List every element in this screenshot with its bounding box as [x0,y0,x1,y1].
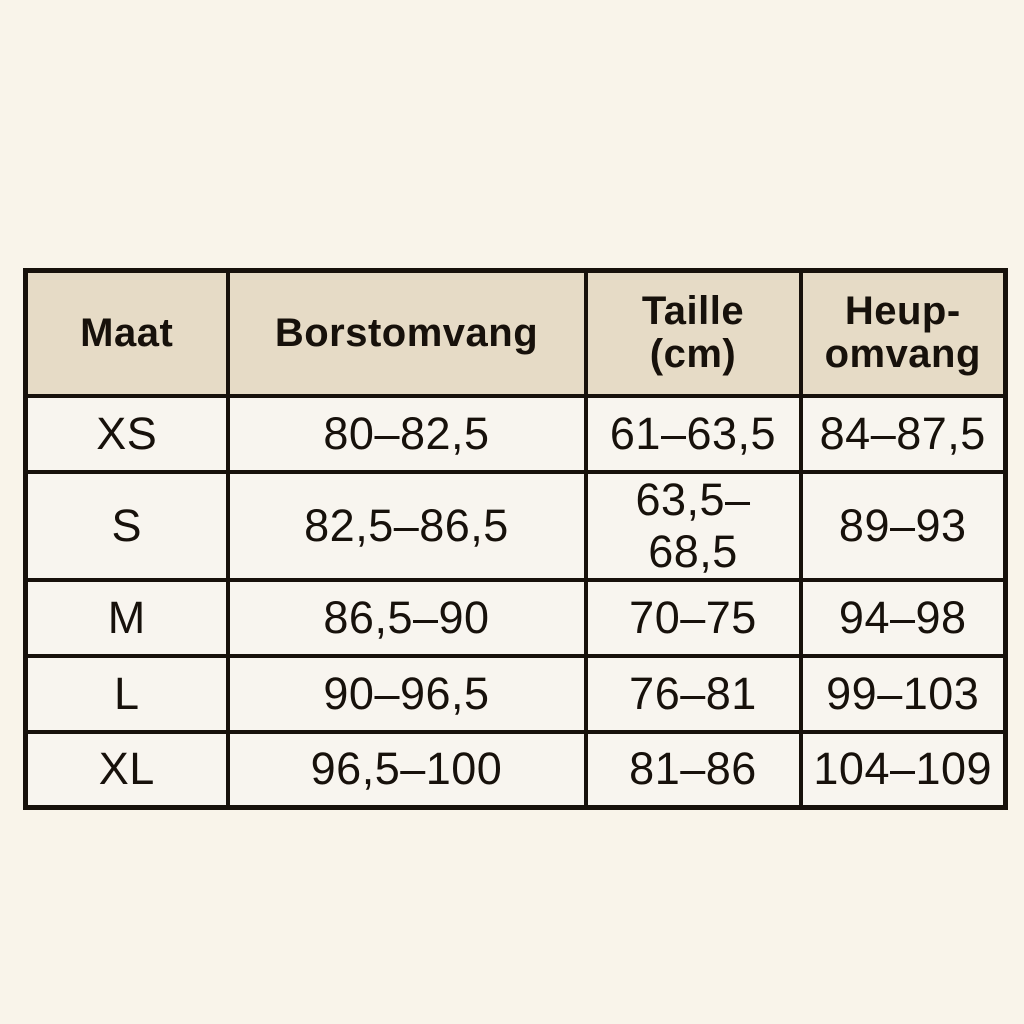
hip-cell: 84–87,5 [798,393,1008,474]
waist-cell: 76–81 [583,653,803,734]
waist-cell: 81–86 [583,729,803,810]
table-row-m: M 86,5–90 70–75 94–98 [23,577,1008,658]
size-cell: XS [23,393,230,474]
hip-cell: 104–109 [798,729,1008,810]
table-row-xs: XS 80–82,5 61–63,5 84–87,5 [23,393,1008,474]
size-cell: M [23,577,230,658]
table-row-xl: XL 96,5–100 81–86 104–109 [23,729,1008,810]
waist-cell: 70–75 [583,577,803,658]
size-cell: S [23,469,230,582]
header-borstomvang: Borstomvang [225,268,588,398]
waist-cell: 61–63,5 [583,393,803,474]
header-heupomvang: Heup- omvang [798,268,1008,398]
table-row-s: S 82,5–86,5 63,5–68,5 89–93 [23,469,1008,582]
header-row: Maat Borstomvang Taille (cm) Heup- omvan… [23,268,1008,398]
size-chart-table: Maat Borstomvang Taille (cm) Heup- omvan… [23,268,1008,810]
size-cell: XL [23,729,230,810]
header-maat: Maat [23,268,230,398]
size-cell: L [23,653,230,734]
chest-cell: 80–82,5 [225,393,588,474]
table-row-l: L 90–96,5 76–81 99–103 [23,653,1008,734]
chest-cell: 90–96,5 [225,653,588,734]
hip-cell: 89–93 [798,469,1008,582]
hip-cell: 99–103 [798,653,1008,734]
header-taille: Taille (cm) [583,268,803,398]
chest-cell: 96,5–100 [225,729,588,810]
chest-cell: 86,5–90 [225,577,588,658]
waist-cell: 63,5–68,5 [583,469,803,582]
chest-cell: 82,5–86,5 [225,469,588,582]
hip-cell: 94–98 [798,577,1008,658]
